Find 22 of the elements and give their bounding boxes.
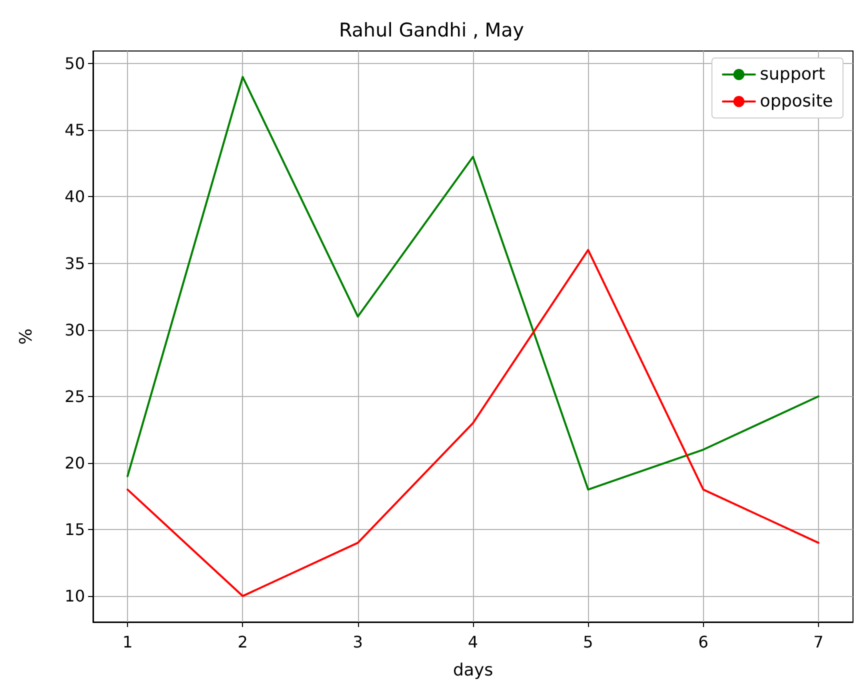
x-tick-label: 5 bbox=[583, 632, 594, 652]
legend-label: opposite bbox=[760, 92, 834, 112]
x-tick-label: 6 bbox=[698, 632, 708, 652]
y-tick-label: 35 bbox=[64, 254, 85, 273]
y-tick-label: 40 bbox=[64, 187, 85, 206]
x-axis-title: days bbox=[452, 660, 494, 680]
y-axis-title: % bbox=[16, 328, 36, 345]
y-tick-label: 10 bbox=[64, 586, 85, 606]
chart-title: Rahul Gandhi , May bbox=[338, 20, 524, 42]
y-tick-label: 30 bbox=[64, 320, 85, 340]
x-tick-label: 3 bbox=[352, 632, 363, 652]
y-tick-label: 45 bbox=[64, 120, 85, 140]
y-tick-label: 25 bbox=[64, 386, 85, 406]
x-tick-label: 1 bbox=[122, 632, 133, 652]
line-series bbox=[126, 248, 820, 598]
x-tick-label: 2 bbox=[238, 632, 248, 652]
y-tick-label: 50 bbox=[64, 54, 85, 74]
legend-label: support bbox=[760, 64, 826, 84]
y-tick-label: 15 bbox=[64, 520, 85, 539]
x-tick-label: 7 bbox=[813, 632, 824, 652]
x-tick-label: 4 bbox=[468, 632, 478, 652]
y-tick-label: 20 bbox=[64, 453, 85, 472]
